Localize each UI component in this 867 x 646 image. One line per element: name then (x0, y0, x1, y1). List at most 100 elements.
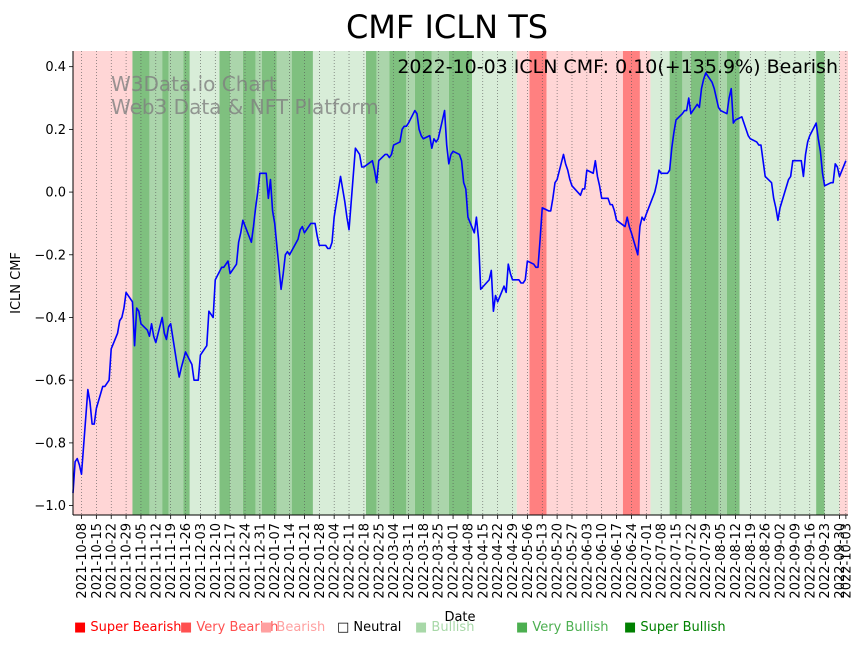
x-tick-label: 2022-06-24 (625, 523, 640, 599)
x-tick-label: 2022-05-20 (551, 523, 566, 599)
latest-value-annotation: 2022-10-03 ICLN CMF: 0.10(+135.9%) Beari… (397, 56, 838, 78)
band-9-very-bullish (242, 51, 256, 515)
legend-super-bullish: ■ Super Bullish (624, 620, 726, 635)
watermark-line-2: Web3 Data & NFT Platform (111, 95, 379, 119)
x-tick-label: 2022-04-29 (506, 523, 521, 599)
x-tick-label: 2022-04-01 (447, 523, 462, 599)
sentiment-legend: ■ Super Bearish ■ Very Bearish ■ Bearish… (0, 620, 867, 640)
band-28-neutral (650, 51, 670, 515)
x-tick-label: 2022-01-07 (268, 523, 283, 599)
x-tick-label: 2022-05-13 (536, 523, 551, 599)
x-gridlines (81, 51, 847, 515)
band-5-very-bullish (183, 51, 190, 515)
band-34-neutral (739, 51, 817, 515)
x-tick-label: 2021-12-10 (209, 523, 224, 599)
x-tick-label: 2022-05-27 (566, 523, 581, 599)
y-tick-label: 0.4 (45, 60, 66, 75)
band-8-bullish (230, 51, 243, 515)
cmf-series-line (72, 72, 847, 494)
y-axis-label: ICLN CMF (9, 252, 24, 314)
x-tick-label: 2022-03-11 (402, 523, 417, 599)
x-tick-label: 2022-09-09 (788, 523, 803, 599)
x-tick-label: 2022-02-18 (357, 523, 372, 599)
x-tick-label: 2022-08-19 (744, 523, 759, 599)
band-7-very-bullish (219, 51, 231, 515)
x-tick-label: 2022-08-12 (729, 523, 744, 599)
y-tick-label: −1.0 (34, 499, 66, 514)
x-tick-label: 2021-10-29 (120, 523, 135, 599)
x-tick-label: 2022-07-22 (684, 523, 699, 599)
y-tick-label: −0.8 (34, 436, 66, 451)
band-17-very-bullish (389, 51, 407, 515)
band-33-very-bullish (726, 51, 740, 515)
band-30-bullish (682, 51, 691, 515)
legend-very-bullish: ■ Very Bullish (516, 620, 609, 635)
x-tick-label: 2022-07-08 (655, 523, 670, 599)
x-tick-label: 2022-09-30 (833, 523, 848, 599)
x-tick-label: 2022-07-15 (670, 523, 685, 599)
x-tick-label: 2022-02-04 (328, 523, 343, 599)
x-tick-label: 2022-10-03 (839, 523, 854, 599)
x-tick-label: 2022-04-15 (476, 523, 491, 599)
band-32-bullish (718, 51, 727, 515)
x-tick-label: 2022-05-06 (521, 523, 536, 599)
band-12-bullish (276, 51, 292, 515)
sentiment-bands (73, 51, 848, 515)
x-tick-label: 2021-11-26 (179, 523, 194, 599)
x-tick-label: 2022-06-10 (595, 523, 610, 599)
band-3-very-bullish (162, 51, 169, 515)
x-tick-label: 2022-06-17 (610, 523, 625, 599)
legend-super-bearish: ■ Super Bearish (74, 620, 182, 635)
y-tick-label: −0.2 (34, 248, 66, 263)
x-tick-label: 2022-07-01 (640, 523, 655, 599)
x-tick-label: 2022-02-25 (372, 523, 387, 599)
band-35-very-bullish (816, 51, 825, 515)
band-22-neutral (472, 51, 517, 515)
band-36-neutral (824, 51, 840, 515)
x-tick-label: 2021-12-24 (239, 523, 254, 599)
y-tick-label: 0.0 (45, 186, 66, 201)
x-tick-label: 2022-09-16 (803, 523, 818, 599)
band-10-bullish (255, 51, 262, 515)
x-tick-label: 2022-06-03 (580, 523, 595, 599)
x-tick-label: 2021-12-17 (224, 523, 239, 599)
legend-neutral: □ Neutral (337, 620, 402, 635)
x-tick-label: 2022-04-22 (491, 523, 506, 599)
band-24-very-bearish (529, 51, 547, 515)
band-25-bearish (546, 51, 623, 515)
band-20-bullish (431, 51, 449, 515)
x-tick-label: 2022-03-18 (417, 523, 432, 599)
x-tick-label: 2021-12-03 (194, 523, 209, 599)
legend-bullish: ■ Bullish (415, 620, 475, 635)
x-tick-label: 2022-01-21 (298, 523, 313, 599)
chart-title: CMF ICLN TS (346, 8, 548, 46)
x-tick-label: 2021-11-19 (164, 523, 179, 599)
band-0-bearish (73, 51, 133, 515)
band-18-bullish (406, 51, 415, 515)
x-tick-label: 2022-01-28 (313, 523, 328, 599)
legend-bearish: ■ Bearish (260, 620, 326, 635)
x-tick-label: 2022-04-08 (461, 523, 476, 599)
x-tick-label: 2022-02-11 (343, 523, 358, 599)
x-tick-label: 2022-03-04 (387, 523, 402, 599)
band-37-bearish (839, 51, 848, 515)
band-21-very-bullish (448, 51, 473, 515)
axes: 2021-10-08 2021-10-15 2021-10-22 2021-10-29… (34, 51, 854, 599)
band-31-very-bullish (690, 51, 719, 515)
x-tick-label: 2021-10-08 (75, 523, 90, 599)
x-tick-label: 2022-09-02 (774, 523, 789, 599)
band-13-very-bullish (291, 51, 313, 515)
y-tick-label: −0.6 (34, 374, 66, 389)
x-tick-label: 2021-10-15 (90, 523, 105, 599)
x-tick-label: 2022-08-05 (714, 523, 729, 599)
watermark-line-1: W3Data.io Chart (111, 72, 277, 96)
x-tick-label: 2022-01-14 (283, 523, 298, 599)
x-tick-label: 2021-12-31 (253, 523, 268, 599)
x-tick-label: 2022-09-23 (818, 523, 833, 599)
x-tick-label: 2022-07-29 (699, 523, 714, 599)
band-27-bearish (639, 51, 651, 515)
band-16-bullish (376, 51, 390, 515)
x-tick-label: 2021-11-05 (134, 523, 149, 599)
x-tick-label: 2022-03-25 (432, 523, 447, 599)
